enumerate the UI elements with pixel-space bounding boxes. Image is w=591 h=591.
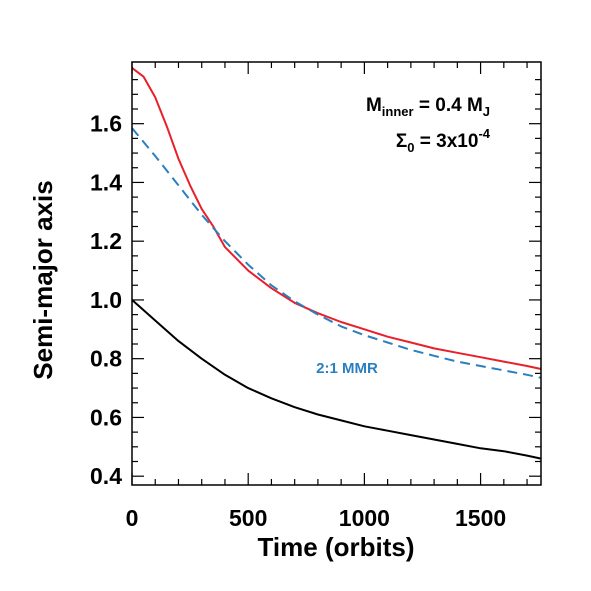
blue-dashed-series-line [131, 127, 542, 379]
sigma-annotation: Σ0 = 3x10-4 [396, 126, 491, 155]
y-tick-label: 0.8 [90, 346, 122, 372]
sigma-subscript: 0 [407, 140, 414, 155]
black-series-line [131, 299, 542, 460]
x-tick-label: 500 [229, 505, 267, 531]
x-axis-title: Time (orbits) [258, 532, 415, 562]
x-tick-label: 1500 [455, 505, 506, 531]
mmr-label: 2:1 MMR [316, 360, 378, 377]
tick-layer: 0 500 1000 1500 0.4 0.6 0.8 1.0 1.2 1.4 1.6 [90, 62, 541, 531]
mass-subscript: inner [382, 104, 414, 119]
y-tick-label: 1.2 [90, 228, 122, 254]
plot-frame [131, 61, 542, 486]
y-tick-label: 1.0 [90, 287, 122, 313]
mass-value: = 0.4 M [414, 95, 483, 116]
x-tick-label: 1000 [339, 505, 390, 531]
mass-annotation: Minner = 0.4 MJ [366, 95, 490, 119]
mass-unit-subscript: J [483, 104, 490, 119]
sigma-value: = 3x10 [415, 131, 479, 152]
sigma-symbol: Σ [396, 131, 407, 152]
x-tick-label: 0 [126, 505, 139, 531]
y-tick-label: 0.4 [90, 463, 122, 489]
y-axis-title: Semi-major axis [28, 180, 58, 379]
series-layer [131, 67, 542, 460]
y-tick-label: 1.4 [90, 169, 122, 195]
sigma-exponent: -4 [478, 126, 490, 141]
red-series-line [131, 67, 542, 370]
y-tick-label: 0.6 [90, 404, 122, 430]
mass-symbol: M [366, 95, 382, 116]
y-tick-label: 1.6 [90, 111, 122, 137]
